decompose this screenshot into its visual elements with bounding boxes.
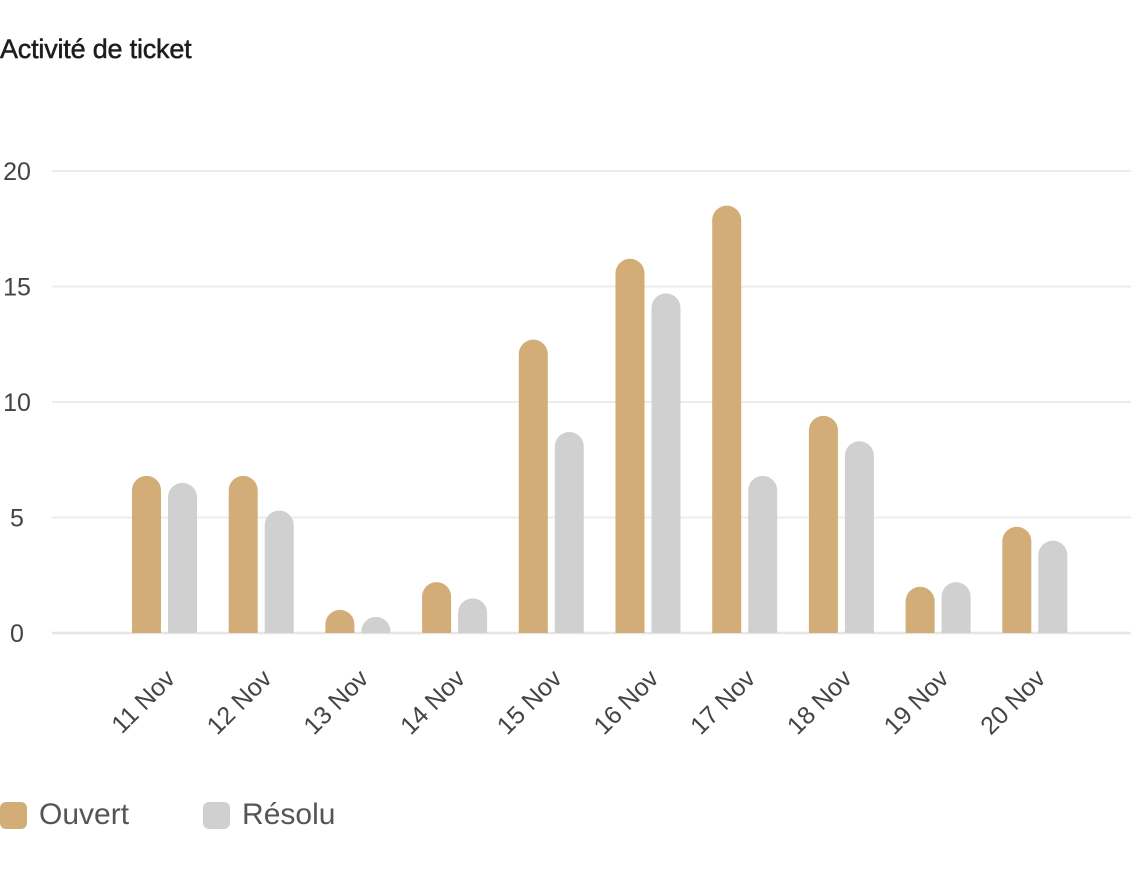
y-tick-label: 20 bbox=[3, 158, 31, 186]
x-tick-label: 12 Nov bbox=[202, 664, 278, 740]
bar-resolu[interactable] bbox=[554, 432, 584, 633]
x-tick-label: 13 Nov bbox=[298, 664, 374, 740]
bar-ouvert[interactable] bbox=[422, 582, 452, 633]
x-tick-label: 11 Nov bbox=[106, 664, 181, 739]
y-axis-ticks: 0 5 10 15 20 bbox=[3, 158, 31, 648]
x-tick-label: 17 Nov bbox=[685, 664, 761, 740]
bar-ouvert[interactable] bbox=[1002, 526, 1032, 633]
legend-item-resolu[interactable]: Résolu bbox=[203, 798, 335, 832]
bars bbox=[132, 205, 1068, 633]
bar-resolu[interactable] bbox=[844, 441, 874, 633]
bar-resolu[interactable] bbox=[264, 510, 294, 633]
x-tick-label: 20 Nov bbox=[975, 664, 1051, 740]
grid-lines bbox=[52, 170, 1131, 635]
bar-ouvert[interactable] bbox=[712, 205, 742, 633]
bar-ouvert[interactable] bbox=[615, 258, 645, 633]
bar-ouvert[interactable] bbox=[808, 415, 838, 633]
bar-resolu[interactable] bbox=[651, 293, 681, 633]
legend-label-resolu: Résolu bbox=[242, 798, 336, 831]
legend-swatch-ouvert bbox=[0, 801, 27, 829]
legend: Ouvert Résolu bbox=[0, 798, 409, 832]
x-tick-label: 19 Nov bbox=[879, 664, 955, 740]
chart-title: Activité de ticket bbox=[0, 34, 192, 65]
bar-ouvert[interactable] bbox=[325, 609, 355, 633]
bar-ouvert[interactable] bbox=[518, 339, 548, 633]
y-tick-label: 0 bbox=[10, 620, 24, 648]
legend-label-ouvert: Ouvert bbox=[39, 798, 130, 831]
x-axis-ticks: 11 Nov 12 Nov 13 Nov 14 Nov 15 Nov 16 Nov 17 N… bbox=[106, 664, 1051, 740]
y-tick-label: 15 bbox=[3, 274, 31, 302]
legend-swatch-resolu bbox=[203, 801, 231, 829]
y-tick-label: 5 bbox=[10, 505, 24, 533]
bar-ouvert[interactable] bbox=[905, 586, 935, 633]
bar-resolu[interactable] bbox=[458, 598, 488, 633]
bar-resolu[interactable] bbox=[1038, 540, 1068, 633]
legend-item-ouvert[interactable]: Ouvert bbox=[0, 798, 129, 832]
x-tick-label: 14 Nov bbox=[395, 664, 471, 740]
bar-resolu[interactable] bbox=[941, 582, 971, 633]
x-tick-label: 18 Nov bbox=[782, 664, 858, 740]
bar-resolu[interactable] bbox=[168, 482, 197, 633]
bar-resolu[interactable] bbox=[748, 475, 778, 633]
x-tick-label: 15 Nov bbox=[492, 664, 568, 740]
x-tick-label: 16 Nov bbox=[588, 664, 664, 740]
bar-resolu[interactable] bbox=[361, 616, 391, 633]
bar-ouvert[interactable] bbox=[228, 475, 258, 633]
y-tick-label: 10 bbox=[3, 389, 31, 417]
bar-ouvert[interactable] bbox=[132, 475, 161, 633]
